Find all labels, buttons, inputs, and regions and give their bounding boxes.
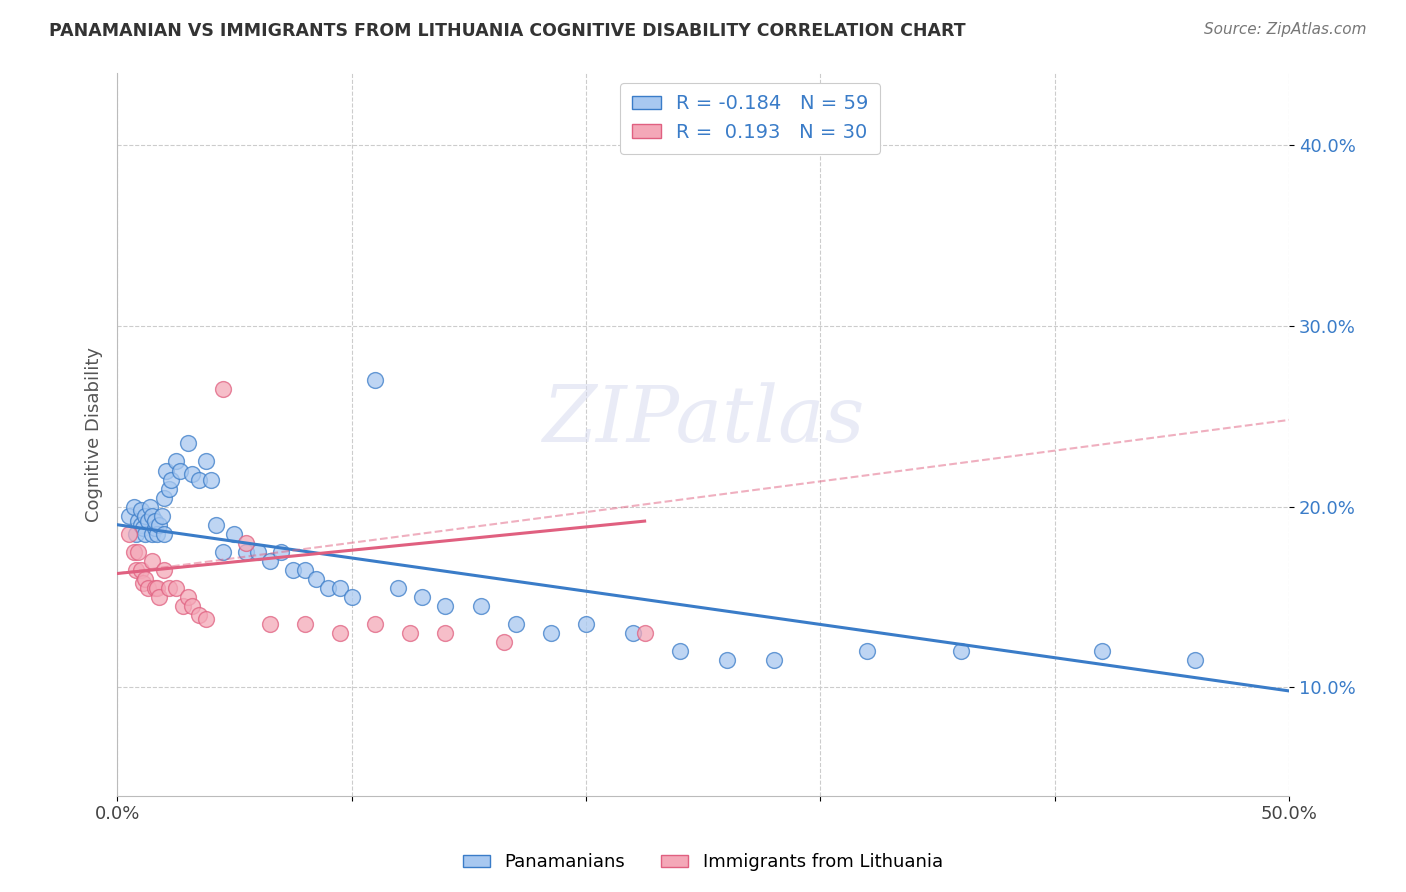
Point: [136, 514, 159, 528]
Point: [129, 563, 152, 577]
Point: [188, 473, 211, 487]
Point: [716, 653, 738, 667]
Point: [165, 454, 187, 468]
Point: [125, 526, 148, 541]
Point: [125, 563, 148, 577]
Point: [540, 626, 562, 640]
Point: [153, 563, 176, 577]
Point: [132, 575, 155, 590]
Point: [146, 526, 169, 541]
Legend: R = -0.184   N = 59, R =  0.193   N = 30: R = -0.184 N = 59, R = 0.193 N = 30: [620, 83, 880, 153]
Point: [259, 554, 281, 568]
Point: [224, 526, 246, 541]
Point: [122, 500, 145, 514]
Point: [157, 581, 180, 595]
Point: [950, 644, 973, 658]
Point: [316, 581, 339, 595]
Point: [211, 382, 233, 396]
Point: [505, 617, 527, 632]
Point: [235, 536, 257, 550]
Point: [246, 545, 269, 559]
Point: [364, 373, 387, 387]
Point: [633, 626, 655, 640]
Point: [188, 608, 211, 623]
Point: [148, 590, 170, 604]
Point: [399, 626, 422, 640]
Point: [387, 581, 409, 595]
Point: [411, 590, 433, 604]
Point: [148, 517, 170, 532]
Point: [160, 473, 183, 487]
Point: [329, 581, 352, 595]
Point: [211, 545, 233, 559]
Point: [329, 626, 352, 640]
Point: [143, 581, 166, 595]
Point: [141, 508, 163, 523]
Point: [129, 517, 152, 532]
Point: [134, 526, 156, 541]
Point: [492, 635, 515, 649]
Point: [340, 590, 363, 604]
Point: [141, 554, 163, 568]
Point: [856, 644, 879, 658]
Point: [136, 581, 159, 595]
Point: [169, 463, 191, 477]
Point: [305, 572, 328, 586]
Point: [176, 436, 198, 450]
Text: PANAMANIAN VS IMMIGRANTS FROM LITHUANIA COGNITIVE DISABILITY CORRELATION CHART: PANAMANIAN VS IMMIGRANTS FROM LITHUANIA …: [49, 22, 966, 40]
Legend: Panamanians, Immigrants from Lithuania: Panamanians, Immigrants from Lithuania: [456, 847, 950, 879]
Point: [127, 545, 149, 559]
Point: [157, 482, 180, 496]
Point: [294, 617, 316, 632]
Point: [1184, 653, 1206, 667]
Point: [1091, 644, 1114, 658]
Point: [200, 473, 222, 487]
Point: [139, 500, 162, 514]
Point: [146, 581, 169, 595]
Point: [150, 508, 173, 523]
Point: [281, 563, 304, 577]
Y-axis label: Cognitive Disability: Cognitive Disability: [86, 347, 103, 522]
Point: [118, 508, 141, 523]
Point: [172, 599, 194, 613]
Point: [270, 545, 292, 559]
Text: Source: ZipAtlas.com: Source: ZipAtlas.com: [1204, 22, 1367, 37]
Point: [434, 599, 457, 613]
Point: [668, 644, 690, 658]
Point: [132, 521, 155, 535]
Point: [294, 563, 316, 577]
Point: [181, 599, 204, 613]
Point: [134, 572, 156, 586]
Point: [165, 581, 187, 595]
Point: [141, 526, 163, 541]
Point: [122, 545, 145, 559]
Text: ZIPatlas: ZIPatlas: [543, 382, 865, 458]
Point: [762, 653, 785, 667]
Point: [204, 517, 226, 532]
Point: [470, 599, 492, 613]
Point: [259, 617, 281, 632]
Point: [143, 514, 166, 528]
Point: [118, 526, 141, 541]
Point: [153, 526, 176, 541]
Point: [153, 491, 176, 505]
Point: [235, 545, 257, 559]
Point: [434, 626, 457, 640]
Point: [575, 617, 598, 632]
Point: [155, 463, 177, 477]
Point: [364, 617, 387, 632]
Point: [195, 454, 218, 468]
Point: [143, 521, 166, 535]
Point: [134, 508, 156, 523]
Point: [181, 467, 204, 482]
Point: [129, 503, 152, 517]
Point: [176, 590, 198, 604]
Point: [621, 626, 644, 640]
Point: [195, 612, 218, 626]
Point: [127, 514, 149, 528]
